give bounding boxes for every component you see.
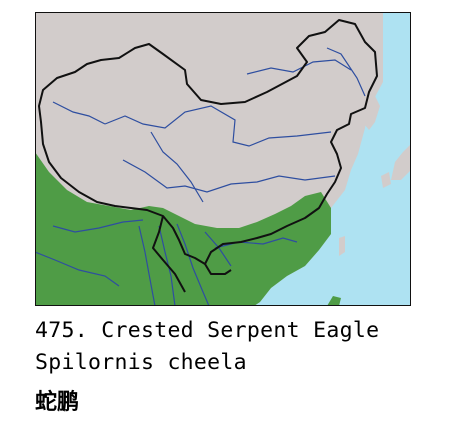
scientific-name: Spilornis cheela bbox=[35, 350, 247, 375]
myanmar-border bbox=[152, 215, 186, 293]
upper-river bbox=[150, 131, 204, 203]
yangtze-river bbox=[122, 159, 336, 193]
red-river bbox=[204, 231, 232, 267]
species-range bbox=[35, 152, 331, 306]
species-title: 475. Crested Serpent Eagle bbox=[35, 318, 380, 343]
yellow-river bbox=[104, 105, 332, 147]
philippines-fragment bbox=[327, 296, 341, 306]
national-border bbox=[38, 19, 378, 265]
ganges-river bbox=[35, 251, 120, 287]
vietnam-border bbox=[204, 263, 232, 275]
map-frame-outline bbox=[35, 12, 411, 306]
northeast-river bbox=[326, 47, 366, 97]
irrawaddy-river bbox=[138, 225, 156, 306]
salween-river bbox=[158, 225, 176, 306]
chinese-name: 蛇鹏 bbox=[35, 390, 80, 415]
taiwan-island bbox=[339, 236, 345, 256]
japan-kyushu bbox=[381, 172, 391, 188]
western-river bbox=[52, 101, 106, 125]
japan-islands bbox=[391, 144, 411, 180]
brahmaputra-river bbox=[52, 219, 144, 233]
map-svg bbox=[35, 12, 411, 306]
mekong-river bbox=[176, 223, 210, 306]
distribution-map bbox=[35, 12, 411, 306]
